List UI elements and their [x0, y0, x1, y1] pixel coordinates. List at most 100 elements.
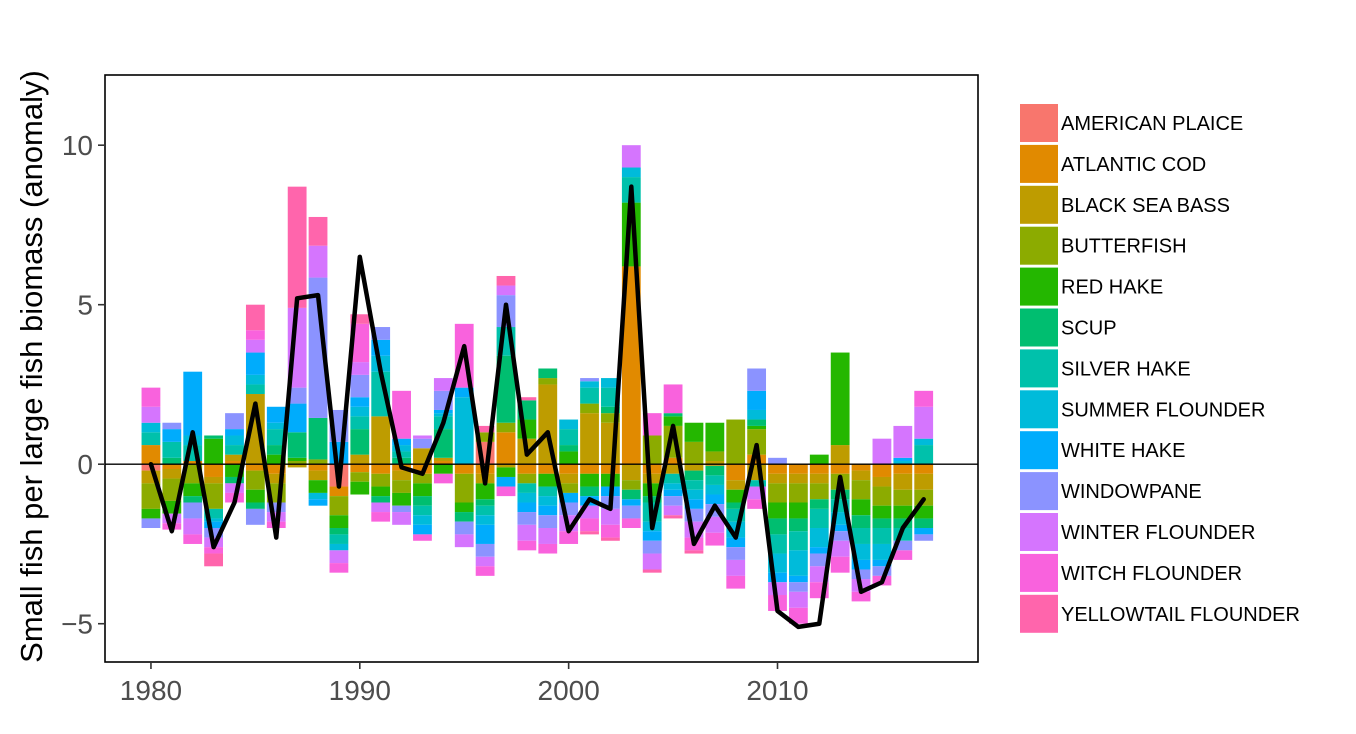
bar-segment-summer-flounder-1998 — [517, 492, 537, 503]
bar-segment-black-sea-bass-2016 — [893, 473, 913, 490]
bar-segment-atlantic-cod-1999 — [538, 464, 558, 474]
bar-segment-atlantic-cod-1995 — [454, 464, 474, 474]
bar-segment-butterfish-2014 — [851, 480, 871, 500]
bar-segment-butterfish-2016 — [893, 489, 913, 506]
bar-segment-summer-flounder-1985 — [245, 374, 265, 385]
bar-segment-black-sea-bass-2014 — [851, 470, 871, 481]
bar-segment-windowpane-2009 — [747, 368, 767, 391]
bar-segment-white-hake-2010 — [768, 572, 787, 583]
bar-segment-winter-flounder-2003 — [621, 145, 641, 168]
bar-segment-white-hake-2012 — [809, 547, 829, 554]
legend-label-silver-hake: SILVER HAKE — [1061, 358, 1191, 380]
bar-segment-red-hake-1996 — [475, 483, 495, 500]
bar-segment-butterfish-1981 — [162, 478, 182, 501]
bar-segment-white-hake-1984 — [225, 429, 244, 436]
bar-segment-white-hake-1994 — [433, 409, 453, 414]
bar-segment-windowpane-1988 — [308, 277, 328, 418]
bar-segment-atlantic-cod-2000 — [559, 464, 579, 474]
bar-segment-scup-1986 — [266, 445, 286, 455]
bar-segment-black-sea-bass-1999 — [538, 384, 558, 465]
bar-segment-witch-flounder-1982 — [183, 534, 203, 544]
bar-segment-red-hake-2010 — [768, 502, 787, 519]
bar-segment-winter-flounder-2002 — [601, 508, 620, 525]
bar-segment-atlantic-cod-1989 — [329, 486, 349, 497]
bar-segment-witch-flounder-1993 — [413, 534, 432, 541]
bar-segment-red-hake-2009 — [747, 425, 767, 430]
bar-segment-atlantic-cod-2001 — [580, 464, 599, 474]
bar-segment-witch-flounder-2013 — [830, 556, 850, 573]
bar-segment-summer-flounder-2007 — [705, 484, 725, 495]
bar-segment-white-hake-1990 — [350, 397, 370, 407]
bar-segment-summer-flounder-2000 — [559, 419, 579, 430]
bar-segment-windowpane-2017 — [914, 534, 934, 541]
legend-key-summer-flounder — [1020, 390, 1058, 429]
bar-segment-atlantic-cod-2014 — [851, 464, 871, 471]
bar-segment-silver-hake-1983 — [204, 508, 223, 519]
bar-segment-butterfish-1997 — [496, 422, 516, 433]
bar-segment-silver-hake-2014 — [851, 528, 871, 544]
bar-segment-summer-flounder-2015 — [872, 543, 892, 560]
bar-segment-witch-flounder-2001 — [580, 518, 599, 532]
bar-segment-butterfish-1980 — [141, 483, 161, 509]
x-tick-label: 1980 — [120, 675, 182, 706]
bar-segment-butterfish-2000 — [559, 483, 579, 493]
bar-segment-silver-hake-2011 — [788, 531, 808, 551]
bar-segment-white-hake-1996 — [475, 524, 495, 544]
bar-segment-white-hake-2014 — [851, 559, 871, 570]
bar-segment-windowpane-1996 — [475, 543, 495, 557]
bar-segment-witch-flounder-2016 — [893, 550, 913, 560]
bar-segment-summer-flounder-2003 — [621, 167, 641, 178]
bar-segment-scup-2009 — [747, 419, 767, 426]
bar-segment-red-hake-1986 — [266, 454, 286, 465]
bar-segment-butterfish-2012 — [809, 483, 829, 500]
legend-key-american-plaice — [1020, 104, 1058, 142]
y-axis-title: Small fish per large fish biomass (anoma… — [14, 70, 49, 663]
bar-segment-windowpane-2003 — [621, 505, 641, 519]
bar-segment-atlantic-cod-2004 — [642, 464, 662, 474]
bar-segment-red-hake-2012 — [809, 454, 829, 465]
bar-segment-windowpane-2013 — [830, 531, 850, 541]
bar-segment-white-hake-2005 — [663, 489, 683, 497]
bar-segment-windowpane-1983 — [204, 528, 223, 538]
legend-label-witch-flounder: WITCH FLOUNDER — [1061, 563, 1242, 585]
bar-segment-black-sea-bass-1984 — [225, 454, 244, 462]
bar-segment-butterfish-2006 — [684, 441, 704, 465]
bar-segment-red-hake-2011 — [788, 502, 808, 519]
legend-label-white-hake: WHITE HAKE — [1061, 440, 1185, 462]
bar-segment-windowpane-1986 — [266, 502, 286, 513]
bar-segment-red-hake-2016 — [893, 505, 913, 519]
bar-segment-butterfish-2002 — [601, 413, 620, 423]
bar-segment-atlantic-cod-2012 — [809, 464, 829, 474]
bar-segment-black-sea-bass-2004 — [642, 473, 662, 484]
bar-segment-butterfish-1996 — [475, 432, 495, 442]
bar-segment-summer-flounder-1996 — [475, 515, 495, 525]
y-axis: −5 0 5 10 — [61, 130, 105, 640]
bar-segment-red-hake-1983 — [204, 438, 223, 465]
bar-segment-silver-hake-1992 — [392, 451, 411, 458]
legend-key-red-hake — [1020, 267, 1058, 306]
bar-segment-silver-hake-2000 — [559, 429, 579, 446]
bar-segment-white-hake-1988 — [308, 499, 328, 506]
bar-segment-windowpane-1998 — [517, 512, 537, 525]
bar-segment-butterfish-2008 — [726, 419, 746, 465]
bar-segment-red-hake-1997 — [496, 467, 516, 477]
bar-segment-scup-2010 — [768, 518, 787, 535]
bar-segment-scup-2014 — [851, 515, 871, 529]
bar-segment-windowpane-2004 — [642, 540, 662, 554]
bar-segment-witch-flounder-2002 — [601, 524, 620, 538]
bar-segment-red-hake-1992 — [392, 492, 411, 506]
bar-segment-black-sea-bass-2012 — [809, 473, 829, 484]
bar-segment-winter-flounder-1998 — [517, 524, 537, 541]
bar-segment-black-sea-bass-2011 — [788, 473, 808, 484]
legend-label-yellowtail-flounder: YELLOWTAIL FLOUNDER — [1061, 604, 1300, 626]
bar-segment-silver-hake-2005 — [663, 473, 683, 484]
bar-segment-scup-2003 — [621, 489, 641, 500]
bar-segment-butterfish-2011 — [788, 483, 808, 503]
bar-segment-winter-flounder-1990 — [350, 362, 370, 375]
bar-segment-witch-flounder-2005 — [663, 384, 683, 414]
legend: AMERICAN PLAICE ATLANTIC COD BLACK SEA BAS… — [1020, 104, 1300, 633]
bar-segment-butterfish-2015 — [872, 486, 892, 506]
bar-segment-atlantic-cod-1988 — [308, 464, 328, 471]
bar-segment-red-hake-1985 — [245, 489, 265, 503]
bar-segment-black-sea-bass-2010 — [768, 473, 787, 484]
